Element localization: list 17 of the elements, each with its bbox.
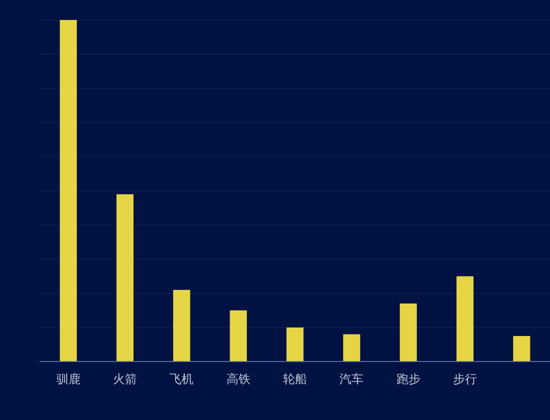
bar xyxy=(456,276,474,362)
x-tick-label: 驯鹿 xyxy=(56,372,80,386)
bar xyxy=(400,304,417,362)
bar xyxy=(116,194,134,362)
bar xyxy=(60,20,77,362)
bar xyxy=(173,290,190,362)
x-tick-label: 飞机 xyxy=(170,372,194,386)
x-tick-label: 高铁 xyxy=(226,372,250,386)
x-tick-label: 跑步 xyxy=(396,372,420,386)
bar xyxy=(513,336,530,362)
x-tick-label: 轮船 xyxy=(283,372,307,386)
bar xyxy=(286,327,304,362)
bar xyxy=(230,310,247,362)
x-tick-label: 步行 xyxy=(453,372,477,386)
x-tick-label: 火箭 xyxy=(113,372,137,386)
bar xyxy=(343,334,360,362)
x-tick-label: 汽车 xyxy=(340,372,364,386)
